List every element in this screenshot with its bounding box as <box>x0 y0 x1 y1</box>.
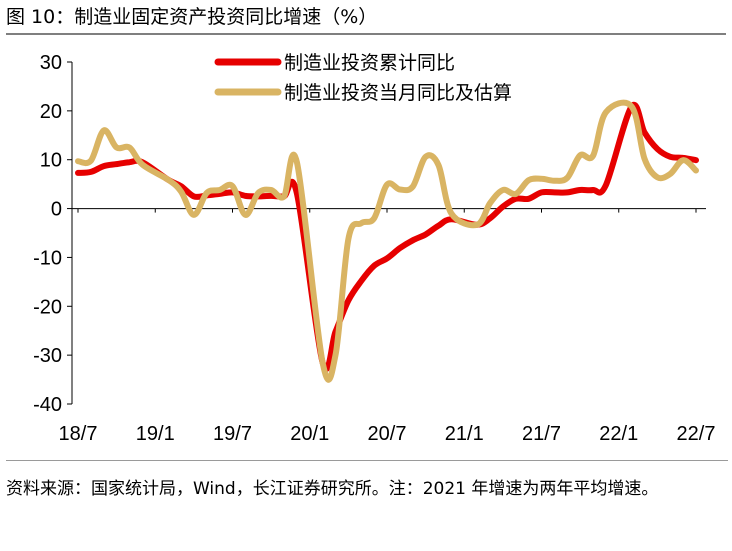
x-tick-label: 19/1 <box>136 423 175 445</box>
source-rule <box>6 460 728 461</box>
title-rule <box>6 33 726 35</box>
x-tick-label: 21/1 <box>445 423 484 445</box>
legend-label-2: 制造业投资当月同比及估算 <box>284 82 512 104</box>
x-tick-label: 18/7 <box>59 423 98 445</box>
y-tick-label: -40 <box>33 394 62 416</box>
x-ticks: 18/7 19/1 19/7 20/1 20/7 21/1 21/7 22/1 22/7 <box>59 208 716 445</box>
y-tick-label: 20 <box>40 101 62 123</box>
y-ticks: -40 -30 -20 -10 0 10 20 30 <box>33 52 72 416</box>
y-tick-label: -10 <box>33 247 62 269</box>
axes <box>71 62 706 404</box>
x-tick-label: 22/1 <box>599 423 638 445</box>
series-line-1 <box>75 101 699 373</box>
y-tick-label: 0 <box>51 199 62 221</box>
series-group <box>75 99 699 383</box>
y-tick-label: 30 <box>40 52 62 74</box>
y-tick-label: 10 <box>40 150 62 172</box>
x-tick-label: 19/7 <box>213 423 252 445</box>
figure-title: 图 10：制造业固定资产投资同比增速（%） <box>6 6 378 28</box>
legend-label-1: 制造业投资累计同比 <box>284 52 455 74</box>
y-tick-label: -20 <box>33 296 62 318</box>
x-tick-label: 22/7 <box>677 423 716 445</box>
x-tick-label: 21/7 <box>522 423 561 445</box>
series-line-2 <box>75 99 699 383</box>
chart: -40 -30 -20 -10 0 10 20 30 18/7 19/1 19/7 20/1 20/7… <box>33 52 716 445</box>
y-tick-label: -30 <box>33 345 62 367</box>
x-tick-label: 20/1 <box>290 423 329 445</box>
source-note: 资料来源：国家统计局，Wind，长江证券研究所。注：2021 年增速为两年平均增… <box>6 479 659 499</box>
x-tick-label: 20/7 <box>368 423 407 445</box>
